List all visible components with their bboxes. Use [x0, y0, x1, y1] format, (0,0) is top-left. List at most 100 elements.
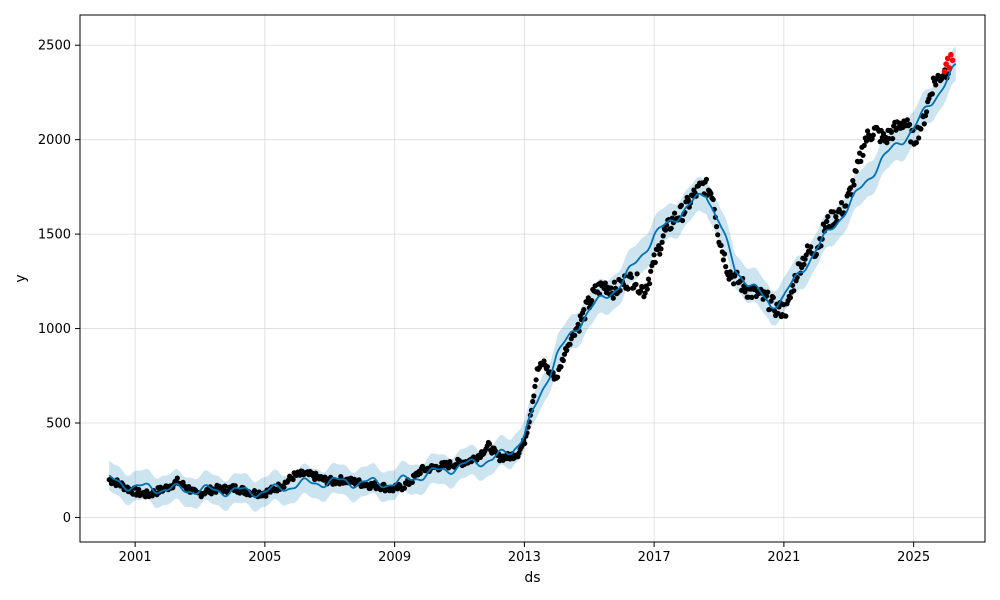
observed-point — [561, 351, 568, 357]
observed-point — [890, 136, 896, 142]
highlight-point — [946, 65, 953, 71]
observed-point — [933, 82, 939, 88]
forecast-line-path — [108, 63, 957, 498]
observed-point — [647, 281, 653, 287]
observed-point — [808, 244, 814, 250]
observed-point — [522, 440, 528, 447]
observed-point — [651, 252, 657, 258]
observed-point — [833, 214, 839, 220]
observed-point — [904, 117, 910, 123]
observed-point — [409, 479, 415, 485]
observed-point — [486, 441, 493, 447]
observed-point — [572, 332, 578, 338]
observed-point — [678, 202, 685, 208]
observed-point — [660, 233, 666, 239]
observed-point — [567, 341, 573, 347]
observed-point — [652, 259, 658, 266]
x-tick-label: 2005 — [248, 550, 281, 565]
observed-point — [775, 310, 781, 316]
observed-point — [929, 91, 935, 97]
highlight-point — [943, 61, 949, 67]
observed-point — [644, 286, 650, 292]
observed-point — [634, 271, 640, 277]
highlight-point — [949, 57, 956, 64]
observed-point — [633, 281, 639, 287]
observed-point — [858, 158, 864, 164]
x-tick-label: 2025 — [897, 550, 930, 565]
observed-point — [861, 142, 867, 149]
observed-point — [865, 128, 871, 134]
y-tick-label: 500 — [46, 417, 71, 432]
observed-point — [888, 129, 895, 135]
observed-point — [625, 286, 631, 292]
observed-point — [232, 483, 238, 489]
observed-point — [708, 190, 714, 196]
observed-point — [721, 251, 728, 257]
plot-frame — [79, 14, 986, 543]
observed-point — [558, 364, 564, 370]
observed-point — [860, 152, 866, 158]
observed-point — [401, 485, 407, 491]
observed-point — [581, 307, 587, 313]
observed-point — [731, 281, 737, 287]
observed-point — [608, 285, 614, 291]
observed-point — [913, 140, 920, 146]
observed-point — [715, 232, 721, 238]
observed-point — [447, 459, 453, 465]
observed-point — [281, 484, 287, 490]
observed-point — [824, 218, 830, 224]
observed-point — [720, 257, 727, 263]
observed-point — [850, 178, 856, 184]
observed-point — [770, 294, 776, 301]
observed-point — [672, 210, 678, 216]
observed-point — [251, 488, 258, 494]
observed-point — [851, 182, 857, 188]
observed-point — [825, 214, 831, 220]
x-tick-label: 2013 — [508, 550, 541, 565]
observed-point — [290, 476, 296, 483]
observed-point — [544, 364, 551, 370]
x-axis-ticks: 2001 2005 2009 2013 2017 2021 2025 — [119, 542, 930, 565]
observed-point — [924, 109, 930, 115]
observed-point — [611, 279, 618, 285]
y-tick-label: 1500 — [38, 228, 71, 243]
observed-point — [922, 113, 929, 119]
y-axis-label: y — [13, 274, 29, 282]
observed-point — [263, 493, 269, 499]
observed-point — [658, 246, 664, 252]
observed-point — [907, 121, 913, 128]
observed-point — [723, 264, 729, 270]
observed-point — [589, 298, 595, 304]
observed-point — [679, 217, 686, 224]
observed-point — [877, 139, 883, 145]
observed-point — [710, 196, 716, 203]
y-tick-label: 2500 — [38, 39, 71, 54]
observed-point — [637, 288, 644, 294]
observed-point — [267, 489, 273, 495]
observed-point — [533, 377, 539, 383]
observed-point — [718, 242, 724, 249]
observed-point — [532, 383, 538, 389]
observed-point — [575, 321, 581, 327]
observed-point — [351, 476, 357, 482]
observed-point — [853, 168, 859, 174]
observed-point — [222, 483, 228, 489]
observed-point — [662, 227, 669, 233]
observed-point — [884, 140, 890, 146]
observed-point — [645, 276, 652, 282]
grid-lines — [80, 15, 985, 542]
observed-point — [802, 256, 808, 262]
highlight-point — [944, 55, 951, 62]
observed-point — [870, 132, 876, 138]
y-tick-label: 0 — [63, 511, 71, 526]
highlight-point — [941, 68, 948, 75]
observed-point — [136, 486, 142, 493]
observed-point — [847, 185, 854, 191]
x-axis-label: ds — [524, 570, 540, 586]
observed-point — [610, 295, 616, 301]
observed-point — [628, 274, 635, 280]
observed-point — [668, 225, 674, 231]
observed-point — [801, 261, 807, 268]
